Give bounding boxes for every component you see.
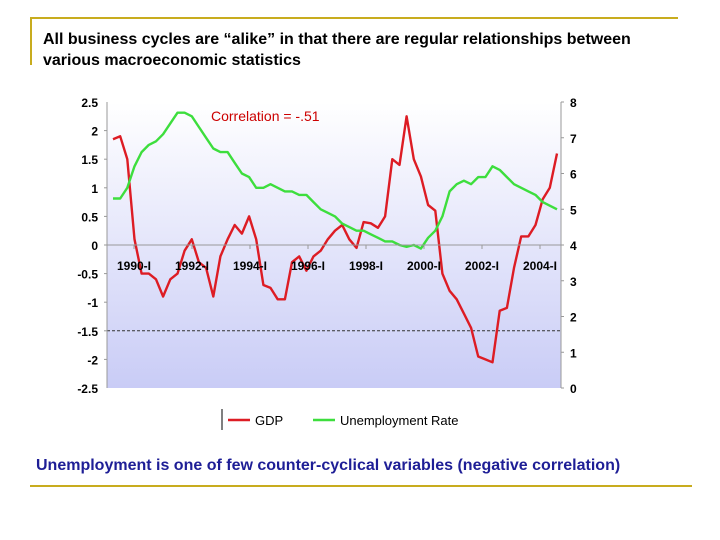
title-rule-top (30, 17, 678, 19)
y-right-tick-label: 6 (570, 168, 577, 182)
y-right-tick-label: 1 (570, 346, 577, 360)
y-left-tick-label: 2 (91, 125, 98, 139)
y-left-tick-label: 1 (91, 182, 98, 196)
y-right-tick-label: 3 (570, 275, 577, 289)
x-tick-label: 1990-I (117, 259, 151, 273)
correlation-annotation: Correlation = -.51 (211, 108, 320, 124)
y-right-tick-label: 8 (570, 96, 577, 110)
y-right-tick-label: 4 (570, 239, 577, 253)
x-tick-label: 2000-I (407, 259, 441, 273)
caption-rule-bottom (30, 485, 692, 487)
title-rule-left (30, 17, 32, 65)
legend-label: Unemployment Rate (340, 413, 459, 428)
y-right-tick-label: 2 (570, 311, 577, 325)
slide-caption: Unemployment is one of few counter-cycli… (36, 457, 621, 474)
x-tick-label: 1996-I (291, 259, 325, 273)
x-tick-label: 1994-I (233, 259, 267, 273)
y-left-tick-label: 2.5 (81, 96, 98, 110)
series-line-gdp (112, 115, 559, 364)
x-tick-label: 1998-I (349, 259, 383, 273)
y-left-tick-label: -0.5 (77, 268, 98, 282)
y-left-tick-label: -1 (87, 296, 98, 310)
y-right-tick-label: 7 (570, 132, 577, 146)
y-right-tick-label: 0 (570, 382, 577, 396)
legend-label: GDP (255, 413, 283, 428)
y-left-tick-label: 0 (91, 239, 98, 253)
x-tick-label: 2004-I (523, 259, 557, 273)
x-tick-label: 1992-I (175, 259, 209, 273)
slide-title: All business cycles are “alike” in that … (43, 31, 631, 69)
y-left-tick-label: 1.5 (81, 153, 98, 167)
y-left-tick-label: -2 (87, 353, 98, 367)
y-right-tick-label: 5 (570, 203, 577, 217)
y-left-tick-label: -2.5 (77, 382, 98, 396)
y-left-tick-label: -1.5 (77, 325, 98, 339)
y-left-tick-label: 0.5 (81, 210, 98, 224)
x-tick-label: 2002-I (465, 259, 499, 273)
series-line-unemployment-rate (113, 111, 558, 250)
